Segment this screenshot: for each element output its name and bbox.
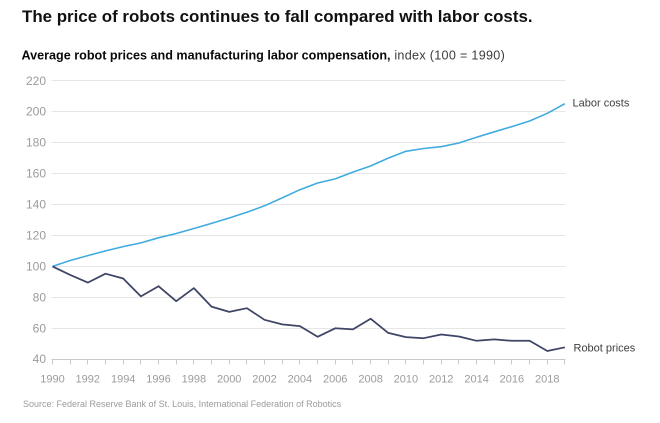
svg-text:2014: 2014 <box>464 374 488 386</box>
svg-text:The price of robots continues: The price of robots continues to fall co… <box>22 7 533 26</box>
svg-text:Average robot prices and manuf: Average robot prices and manufacturing l… <box>22 49 506 63</box>
svg-text:80: 80 <box>33 290 47 304</box>
svg-text:1992: 1992 <box>76 374 100 386</box>
svg-text:1994: 1994 <box>111 374 135 386</box>
svg-text:100: 100 <box>26 259 46 273</box>
svg-text:2012: 2012 <box>429 374 453 386</box>
svg-text:Robot prices: Robot prices <box>574 342 636 354</box>
svg-text:200: 200 <box>26 105 46 119</box>
svg-text:40: 40 <box>33 352 47 366</box>
svg-text:1990: 1990 <box>40 374 64 386</box>
svg-text:2008: 2008 <box>358 374 382 386</box>
svg-text:1996: 1996 <box>146 374 170 386</box>
svg-text:2000: 2000 <box>217 374 241 386</box>
svg-text:2016: 2016 <box>500 374 524 386</box>
svg-text:160: 160 <box>26 167 46 181</box>
svg-text:180: 180 <box>26 136 46 150</box>
svg-text:2010: 2010 <box>394 374 418 386</box>
svg-text:120: 120 <box>26 229 46 243</box>
svg-text:2018: 2018 <box>535 374 559 386</box>
svg-text:1998: 1998 <box>182 374 206 386</box>
svg-text:2006: 2006 <box>323 374 347 386</box>
svg-text:60: 60 <box>33 321 47 335</box>
svg-text:Source: Federal Reserve Bank o: Source: Federal Reserve Bank of St. Loui… <box>23 399 342 409</box>
svg-text:220: 220 <box>26 74 46 88</box>
svg-text:Labor costs: Labor costs <box>573 98 630 110</box>
svg-text:140: 140 <box>26 198 46 212</box>
svg-text:2002: 2002 <box>252 374 276 386</box>
svg-text:2004: 2004 <box>288 374 312 386</box>
